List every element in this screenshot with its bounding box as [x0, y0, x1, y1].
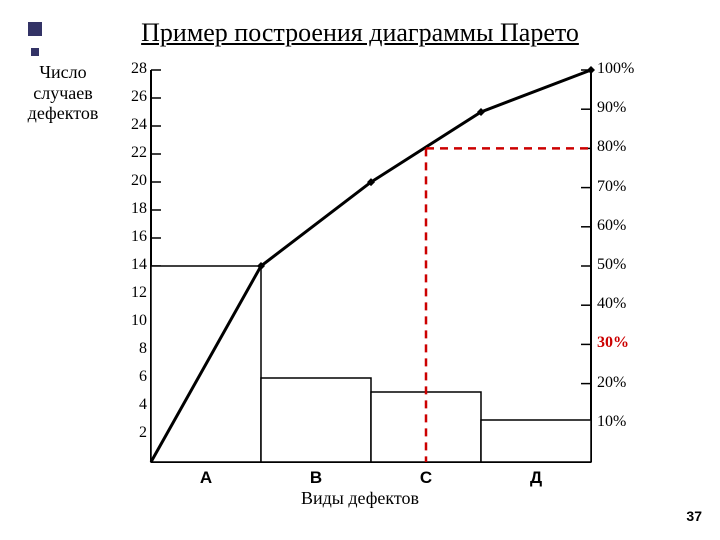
y2-tick: 10%	[597, 413, 647, 431]
y-tick: 6	[117, 368, 147, 386]
y2-tick: 30%	[597, 334, 647, 352]
y2-tick: 20%	[597, 374, 647, 392]
y-tick: 8	[117, 340, 147, 358]
y-tick: 12	[117, 284, 147, 302]
y-tick: 22	[117, 144, 147, 162]
y2-tick: 40%	[597, 295, 647, 313]
pareto-chart: 246810121416182022242628 10%20%30%40%50%…	[115, 62, 635, 492]
y-tick: 2	[117, 424, 147, 442]
y-tick: 16	[117, 228, 147, 246]
y2-tick: 80%	[597, 138, 647, 156]
x-axis-label: Виды дефектов	[301, 488, 419, 509]
y-axis-label: Число случаев дефектов	[18, 62, 108, 124]
x-category: В	[266, 468, 366, 488]
y2-tick: 60%	[597, 217, 647, 235]
y2-tick: 50%	[597, 256, 647, 274]
y-tick: 28	[117, 60, 147, 78]
y-tick: 20	[117, 172, 147, 190]
y-tick: 10	[117, 312, 147, 330]
y-tick: 14	[117, 256, 147, 274]
y2-tick: 90%	[597, 99, 647, 117]
y-tick: 24	[117, 116, 147, 134]
x-category: А	[156, 468, 256, 488]
page-number: 37	[686, 508, 702, 524]
y-tick: 4	[117, 396, 147, 414]
slide-title: Пример построения диаграммы Парето	[0, 18, 720, 48]
y2-tick: 70%	[597, 178, 647, 196]
y-tick: 18	[117, 200, 147, 218]
y2-tick: 100%	[597, 60, 647, 78]
y-tick: 26	[117, 88, 147, 106]
x-category: Д	[486, 468, 586, 488]
x-category: С	[376, 468, 476, 488]
